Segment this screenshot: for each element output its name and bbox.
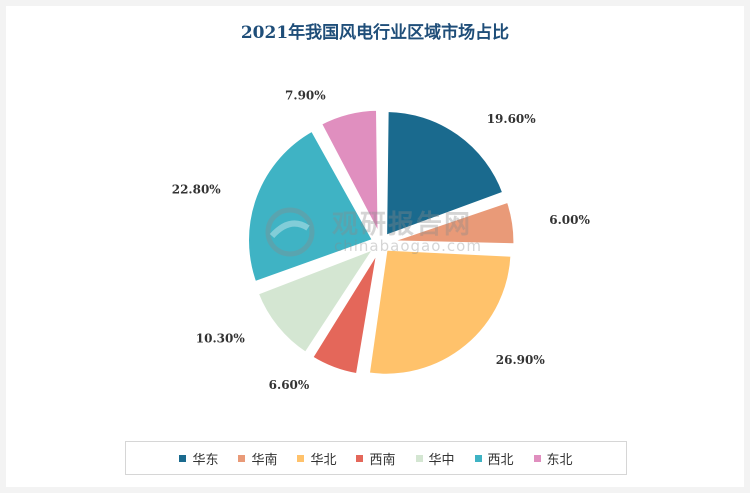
legend-label: 华东 bbox=[192, 452, 219, 468]
legend-swatch bbox=[474, 454, 482, 462]
legend-swatch bbox=[356, 454, 364, 462]
legend-label: 西南 bbox=[369, 452, 396, 468]
pie-slice-4 bbox=[255, 244, 379, 356]
legend-item-4: 华中 bbox=[415, 449, 455, 468]
pie-label-3: 6.60% bbox=[269, 378, 310, 392]
legend-label: 华北 bbox=[310, 452, 337, 468]
pie-label-4: 10.30% bbox=[196, 332, 246, 346]
legend-swatch bbox=[415, 454, 423, 462]
legend-swatch bbox=[238, 454, 246, 462]
legend-swatch bbox=[297, 454, 305, 462]
pie-slice-2 bbox=[366, 247, 514, 377]
watermark-cn: 观研报告网 bbox=[332, 210, 473, 240]
chart-title: 2021年我国风电行业区域市场占比 bbox=[240, 23, 510, 43]
legend-item-0: 华东 bbox=[179, 449, 218, 468]
watermark-en: chinabaogao.com bbox=[334, 237, 482, 255]
legend-item-5: 西北 bbox=[474, 449, 514, 468]
pie-slice-0 bbox=[384, 108, 506, 239]
legend-label: 华南 bbox=[251, 452, 278, 468]
pie-slice-1 bbox=[388, 199, 517, 247]
legend-label: 西北 bbox=[487, 452, 514, 468]
legend-item-6: 东北 bbox=[533, 449, 573, 468]
watermark: 观研报告网 chinabaogao.com bbox=[262, 204, 512, 264]
pie-label-1: 6.00% bbox=[549, 213, 590, 227]
legend-label: 东北 bbox=[546, 452, 573, 468]
legend-label: 华中 bbox=[428, 452, 455, 468]
watermark-logo-icon bbox=[265, 207, 315, 257]
pie-slice-5 bbox=[246, 128, 376, 285]
legend-item-2: 华北 bbox=[297, 449, 336, 468]
pie-slice-3 bbox=[309, 249, 380, 377]
pie-slice-6 bbox=[318, 107, 381, 236]
legend-swatch bbox=[179, 454, 187, 462]
pie-label-2: 26.90% bbox=[496, 353, 546, 367]
pie-label-6: 7.90% bbox=[285, 89, 326, 103]
legend-swatch bbox=[533, 454, 541, 462]
pie-label-5: 22.80% bbox=[172, 183, 222, 197]
chart-legend: 华东 华南 华北 西南 华中 西北 东北 bbox=[125, 441, 627, 475]
pie-label-0: 19.60% bbox=[487, 112, 537, 126]
legend-item-3: 西南 bbox=[356, 449, 396, 468]
legend-item-1: 华南 bbox=[238, 449, 277, 468]
